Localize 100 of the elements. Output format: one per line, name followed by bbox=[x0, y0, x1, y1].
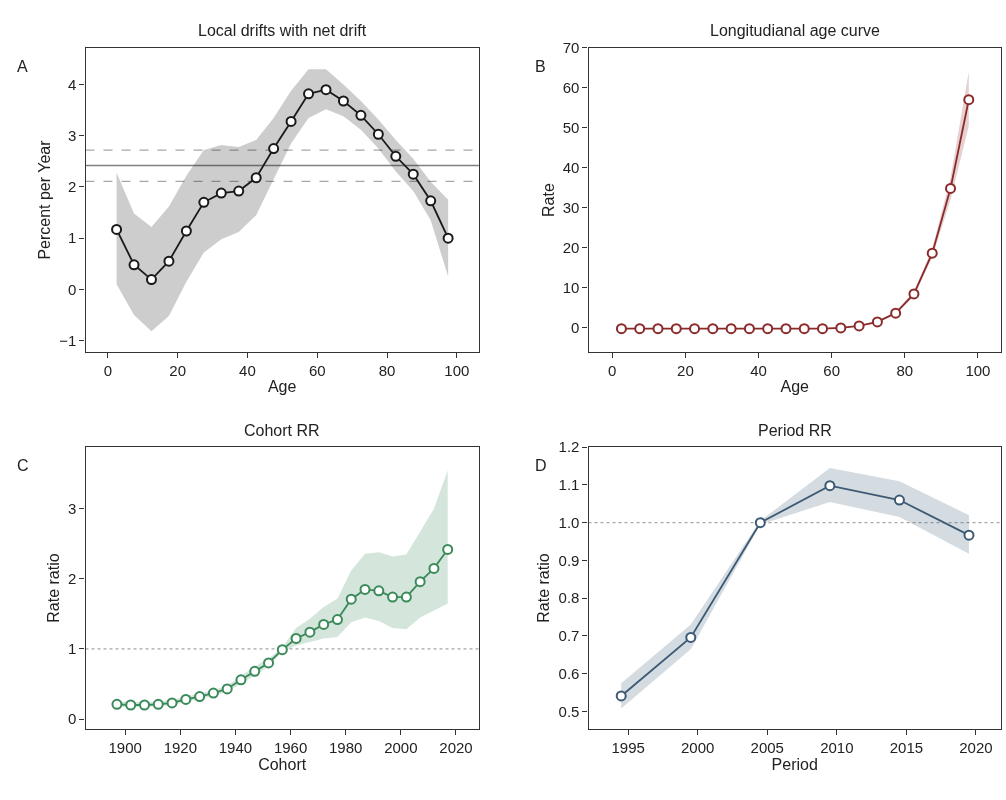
point bbox=[615, 323, 627, 335]
point bbox=[689, 323, 701, 335]
point bbox=[163, 255, 175, 267]
y-tick-label: 0 bbox=[571, 318, 580, 336]
x-tick-label: 1940 bbox=[218, 738, 253, 756]
point bbox=[743, 323, 755, 335]
y-tick-label: 1 bbox=[68, 640, 77, 658]
point bbox=[331, 614, 343, 626]
y-tick-label: 70 bbox=[562, 39, 580, 57]
point bbox=[303, 88, 315, 100]
point bbox=[685, 631, 697, 643]
y-tick-label: 0.5 bbox=[558, 702, 580, 720]
y-tick-label: 60 bbox=[562, 78, 580, 96]
point bbox=[268, 143, 280, 155]
y-axis-title: Percent per Year bbox=[36, 139, 54, 260]
x-tick-label: 2000 bbox=[681, 738, 715, 756]
point bbox=[890, 307, 902, 319]
y-tick-label: 4 bbox=[68, 75, 77, 93]
point bbox=[111, 698, 123, 710]
point bbox=[798, 323, 810, 335]
point bbox=[754, 517, 766, 529]
x-tick-label: 40 bbox=[750, 362, 767, 380]
point bbox=[945, 182, 957, 194]
point bbox=[145, 274, 157, 286]
y-axis-title: Rate ratio bbox=[44, 553, 62, 623]
point bbox=[290, 632, 302, 644]
x-tick-label: 20 bbox=[677, 362, 694, 380]
point bbox=[652, 323, 664, 335]
x-axis-title: Age bbox=[267, 378, 297, 396]
point bbox=[390, 150, 402, 162]
x-tick-label: 1900 bbox=[108, 738, 142, 756]
point bbox=[780, 323, 792, 335]
x-tick-label: 1960 bbox=[273, 738, 308, 756]
point bbox=[824, 480, 836, 492]
point bbox=[320, 84, 332, 96]
point bbox=[194, 691, 206, 703]
text: C bbox=[17, 457, 29, 474]
point bbox=[615, 690, 627, 702]
y-tick-label: 50 bbox=[562, 118, 580, 136]
point bbox=[853, 320, 865, 332]
point bbox=[250, 172, 262, 184]
point bbox=[198, 196, 210, 208]
point bbox=[233, 185, 245, 197]
text: D bbox=[535, 457, 547, 474]
y-tick-label: 0 bbox=[68, 710, 77, 728]
point bbox=[442, 232, 454, 244]
point bbox=[128, 259, 140, 271]
y-tick-label: 0.7 bbox=[558, 627, 580, 645]
point bbox=[372, 128, 384, 140]
x-tick-label: 2020 bbox=[439, 738, 473, 756]
x-tick-label: 0 bbox=[103, 362, 113, 380]
point bbox=[963, 529, 975, 541]
point bbox=[817, 323, 829, 335]
x-tick-label: 2010 bbox=[820, 738, 854, 756]
x-axis-title: Age bbox=[780, 378, 810, 396]
y-tick-label: 1.1 bbox=[558, 476, 580, 494]
point bbox=[166, 697, 178, 709]
x-tick-label: 1995 bbox=[611, 738, 645, 756]
point bbox=[835, 322, 847, 334]
point bbox=[893, 494, 905, 506]
point bbox=[345, 593, 357, 605]
x-tick-label: 20 bbox=[169, 362, 186, 380]
point bbox=[139, 699, 150, 711]
point bbox=[400, 591, 412, 603]
point bbox=[762, 323, 774, 335]
x-tick-label: 2020 bbox=[959, 738, 993, 756]
x-tick-label: 1920 bbox=[163, 738, 198, 756]
point bbox=[442, 543, 454, 555]
point bbox=[373, 585, 385, 597]
point bbox=[215, 187, 227, 199]
text: B bbox=[535, 58, 546, 75]
y-tick-label: 30 bbox=[562, 198, 580, 216]
x-tick-label: 40 bbox=[239, 362, 256, 380]
point bbox=[318, 618, 330, 630]
y-tick-label: 1 bbox=[68, 229, 77, 247]
point bbox=[180, 693, 192, 705]
point bbox=[634, 323, 646, 335]
y-tick-label: 20 bbox=[562, 238, 580, 256]
chart-title: Period RR bbox=[758, 422, 832, 439]
point bbox=[304, 626, 316, 638]
point bbox=[908, 288, 920, 300]
chart-title: Longitudianal age curve bbox=[710, 22, 881, 39]
x-tick-label: 80 bbox=[896, 362, 914, 380]
x-tick-label: 2000 bbox=[384, 738, 418, 756]
x-tick-label: 2015 bbox=[889, 738, 924, 756]
point bbox=[125, 699, 137, 711]
point bbox=[249, 665, 261, 677]
point bbox=[414, 576, 426, 588]
point bbox=[285, 115, 297, 127]
point bbox=[963, 94, 975, 106]
x-tick-label: 100 bbox=[444, 362, 470, 380]
point bbox=[276, 644, 288, 656]
point bbox=[180, 225, 192, 237]
x-axis-title: Period bbox=[771, 755, 818, 773]
x-tick-label: 1980 bbox=[329, 738, 363, 756]
point bbox=[111, 223, 123, 235]
y-tick-label: 3 bbox=[68, 500, 77, 518]
y-tick-label: 3 bbox=[68, 127, 77, 145]
point bbox=[207, 687, 219, 699]
y-tick-label: 1.2 bbox=[558, 438, 580, 456]
